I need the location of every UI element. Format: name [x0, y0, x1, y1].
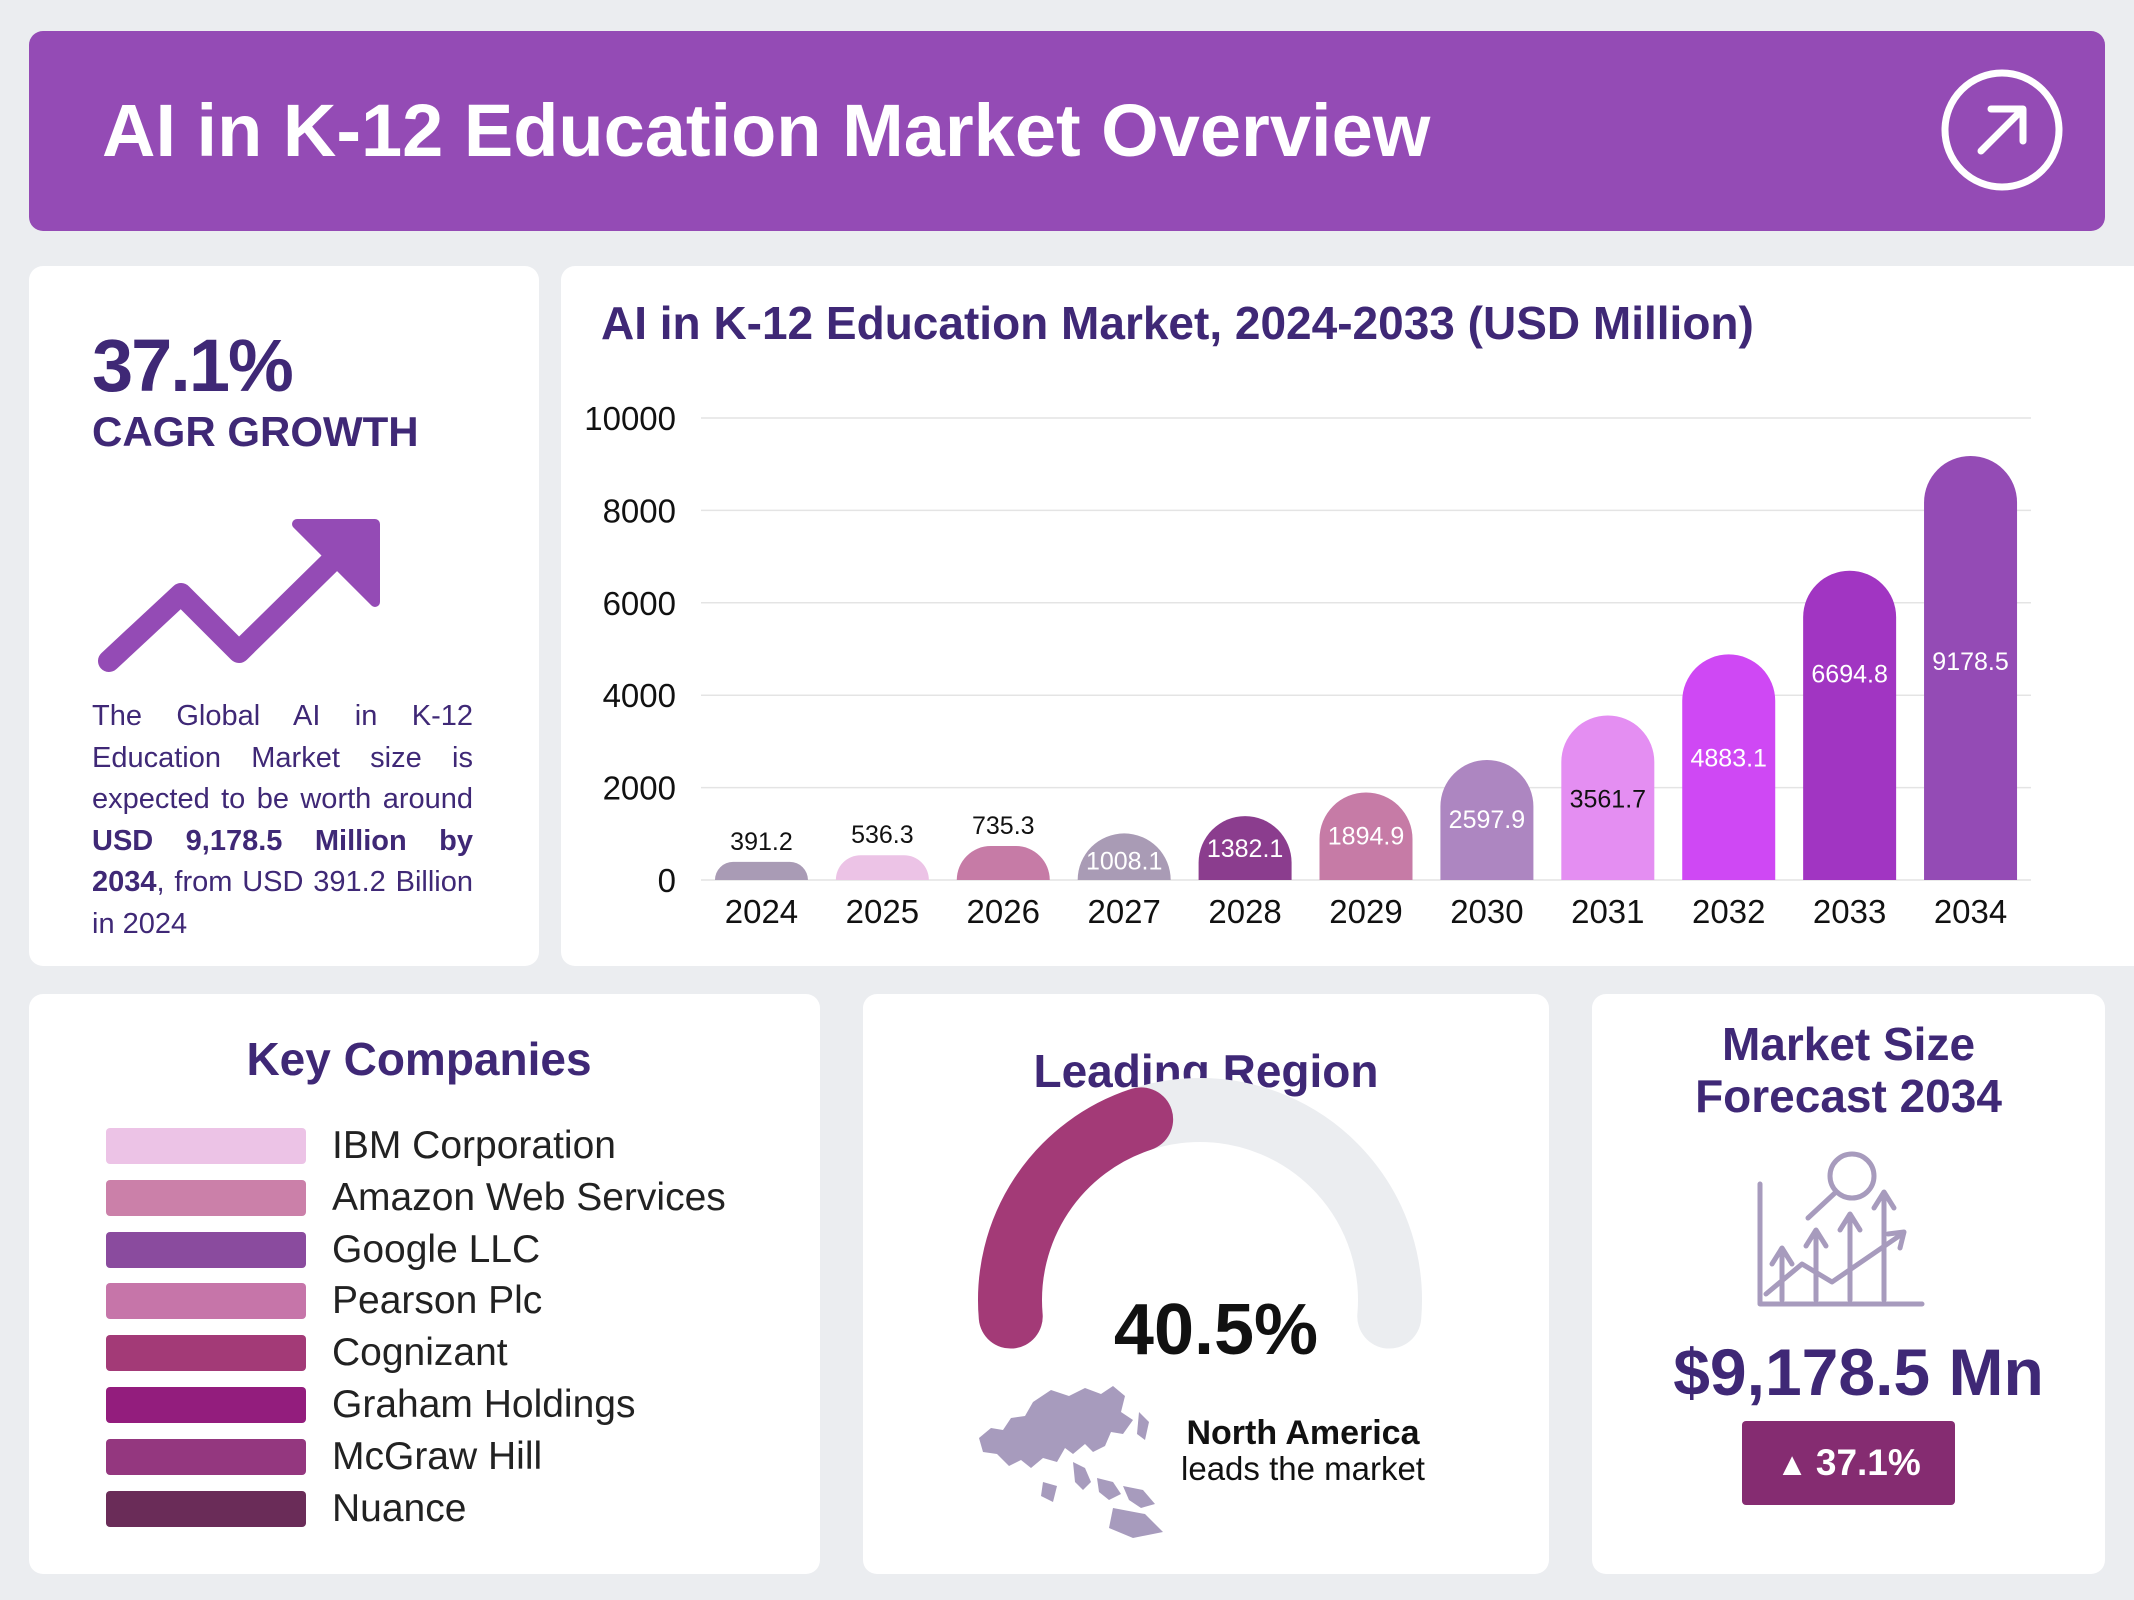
company-name: Nuance: [332, 1486, 467, 1530]
cagr-label: CAGR GROWTH: [92, 408, 419, 455]
company-name: IBM Corporation: [332, 1124, 616, 1167]
y-tick-label: 2000: [603, 770, 676, 807]
world-map-icon: [979, 1386, 1163, 1538]
chart-card: AI in K-12 Education Market, 2024-2033 (…: [561, 266, 2134, 966]
region-share-value: 40.5%: [1113, 1290, 1319, 1370]
triangle-up-icon: ▲: [1776, 1446, 1808, 1482]
bar-value-label: 1008.1: [1086, 847, 1162, 875]
page-title: AI in K-12 Education Market Overview: [102, 89, 1431, 172]
forecast-title-line1: Market Size: [1721, 1018, 1976, 1070]
region-card: Leading Region 40.5% North America leads…: [863, 994, 1549, 1574]
company-name: Cognizant: [332, 1331, 508, 1375]
bar: [1198, 816, 1292, 880]
bar: [956, 846, 1050, 880]
x-tick-label: 2027: [1087, 893, 1160, 930]
region-subtitle: leads the market: [1181, 1450, 1425, 1487]
bar: [835, 855, 929, 880]
bar: [714, 861, 808, 880]
forecast-title: Market Size Forecast 2034: [1592, 1018, 2105, 1122]
company-swatch: [106, 1490, 306, 1527]
forecast-value: $9,178.5 Mn: [1673, 1335, 2044, 1409]
x-tick-label: 2031: [1571, 893, 1644, 930]
company-swatch: [106, 1335, 306, 1372]
bar-value-label: 536.3: [851, 821, 914, 849]
x-tick-label: 2024: [725, 893, 798, 930]
company-swatch: [106, 1283, 306, 1320]
region-gauge: [978, 1078, 1422, 1349]
arrow-up-right-icon[interactable]: [1939, 67, 2065, 193]
growth-badge-value: 37.1%: [1815, 1442, 1921, 1483]
company-row: McGraw Hill: [106, 1434, 826, 1478]
company-swatch: [106, 1231, 306, 1268]
region-name: North America: [1186, 1414, 1420, 1452]
x-tick-label: 2026: [967, 893, 1040, 930]
bar: [1561, 715, 1655, 880]
company-row: Google LLC: [106, 1227, 826, 1271]
forecast-card: Market Size Forecast 2034 $9,178.5 Mn ▲ 3…: [1592, 994, 2105, 1574]
bar-chart: 0 2000 4000 6000 8000 10000 391.2 2024 536.3 2025…: [584, 400, 2031, 930]
bar-value-label: 3561.7: [1570, 785, 1646, 813]
bar-value-label: 391.2: [730, 828, 793, 856]
growth-badge: ▲ 37.1%: [1742, 1421, 1955, 1505]
company-name: McGraw Hill: [332, 1434, 543, 1478]
company-row: Amazon Web Services: [106, 1175, 826, 1219]
company-swatch: [106, 1179, 306, 1216]
bar: [1440, 759, 1534, 880]
company-name: Google LLC: [332, 1227, 541, 1271]
y-tick-label: 4000: [603, 677, 676, 714]
x-tick-label: 2029: [1329, 893, 1402, 930]
company-row: Cognizant: [106, 1331, 826, 1375]
cagr-value: 37.1%: [92, 324, 294, 407]
bar-value-label: 6694.8: [1811, 661, 1887, 689]
company-swatch: [106, 1438, 306, 1475]
bar-value-label: 735.3: [972, 812, 1035, 840]
x-tick-label: 2033: [1813, 893, 1886, 930]
cagr-desc-bold: USD 9,178.5 Million by 2034: [92, 824, 473, 899]
bar: [1924, 455, 2018, 880]
bar: [1803, 570, 1897, 880]
bar-value-label: 4883.1: [1690, 744, 1766, 772]
gauge-fill: [978, 1087, 1174, 1349]
x-tick-label: 2034: [1934, 893, 2007, 930]
header-banner: AI in K-12 Education Market Overview: [29, 31, 2105, 231]
company-name: Pearson Plc: [332, 1279, 543, 1323]
bar: [1682, 654, 1776, 880]
companies-card: Key Companies IBM Corporation Amazon Web …: [29, 994, 820, 1574]
company-name: Amazon Web Services: [332, 1175, 726, 1219]
company-row: Graham Holdings: [106, 1383, 826, 1426]
company-row: IBM Corporation: [106, 1124, 826, 1167]
cagr-desc-part1: The Global AI in K-12 Education Market s…: [92, 700, 473, 815]
bar: [1077, 833, 1171, 880]
companies-title: Key Companies: [246, 1033, 592, 1085]
x-tick-label: 2025: [846, 893, 919, 930]
y-tick-label: 10000: [584, 400, 676, 437]
bar-value-label: 1382.1: [1207, 835, 1283, 863]
bar-value-label: 2597.9: [1449, 806, 1525, 834]
x-tick-label: 2028: [1208, 893, 1281, 930]
forecast-title-line2: Forecast 2034: [1695, 1070, 2002, 1122]
cagr-desc-part2: , from USD 391.2 Billion in 2024: [92, 866, 473, 940]
company-swatch: [106, 1387, 306, 1423]
company-row: Pearson Plc: [106, 1279, 826, 1323]
growth-analysis-icon: [1757, 1151, 1925, 1307]
chart-title: AI in K-12 Education Market, 2024-2033 (…: [601, 297, 1754, 349]
y-tick-label: 8000: [603, 492, 676, 529]
trend-up-icon: [98, 519, 380, 672]
company-name: Graham Holdings: [332, 1383, 636, 1426]
company-swatch: [106, 1128, 306, 1164]
x-tick-label: 2032: [1692, 893, 1765, 930]
bar-value-label: 9178.5: [1932, 648, 2008, 676]
x-tick-label: 2030: [1450, 893, 1523, 930]
y-tick-label: 0: [658, 862, 676, 899]
bar: [1319, 792, 1413, 880]
bar-value-label: 1894.9: [1328, 822, 1404, 850]
y-tick-label: 6000: [603, 585, 676, 622]
company-row: Nuance: [106, 1486, 826, 1530]
cagr-description: The Global AI in K-12 Education Market s…: [92, 696, 473, 945]
cagr-card: 37.1% CAGR GROWTH The Global AI in K-12 …: [29, 266, 539, 966]
